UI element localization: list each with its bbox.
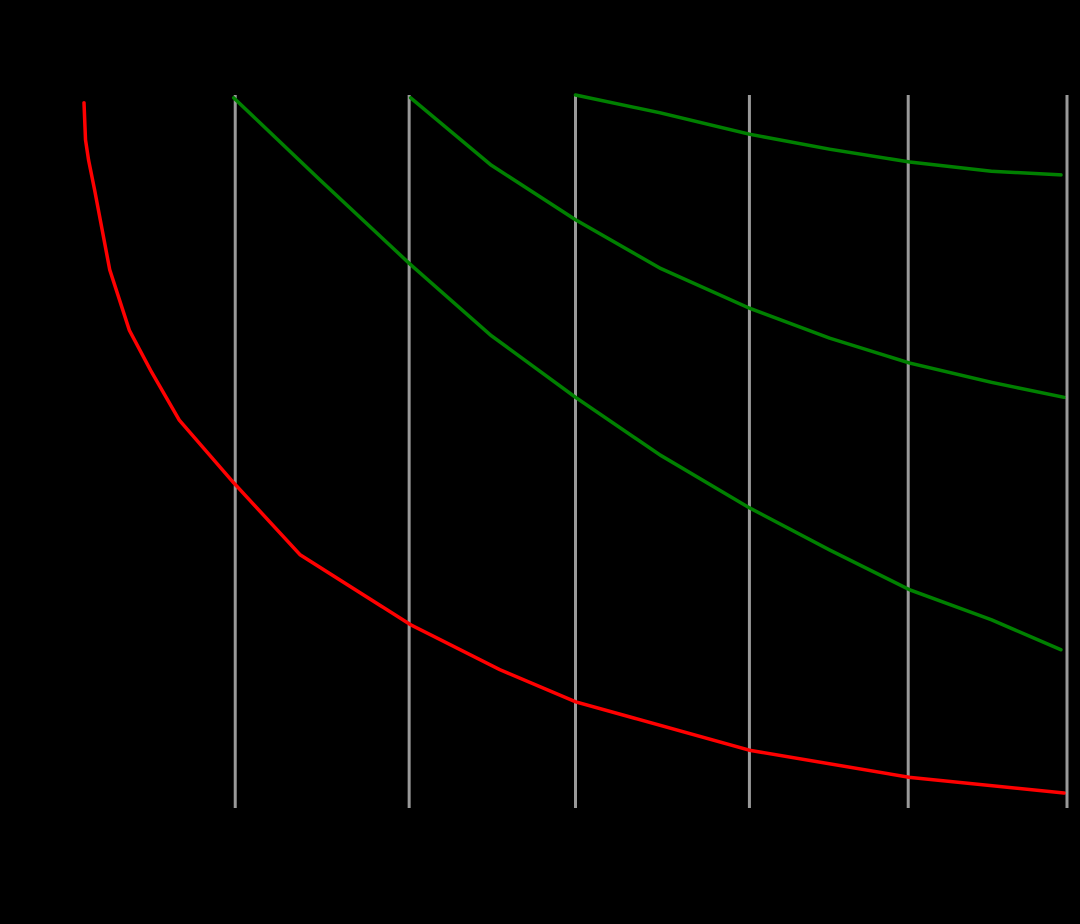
curve — [82, 101, 1066, 795]
curve — [408, 96, 1066, 400]
curve — [231, 96, 1063, 652]
curve — [573, 93, 1063, 177]
